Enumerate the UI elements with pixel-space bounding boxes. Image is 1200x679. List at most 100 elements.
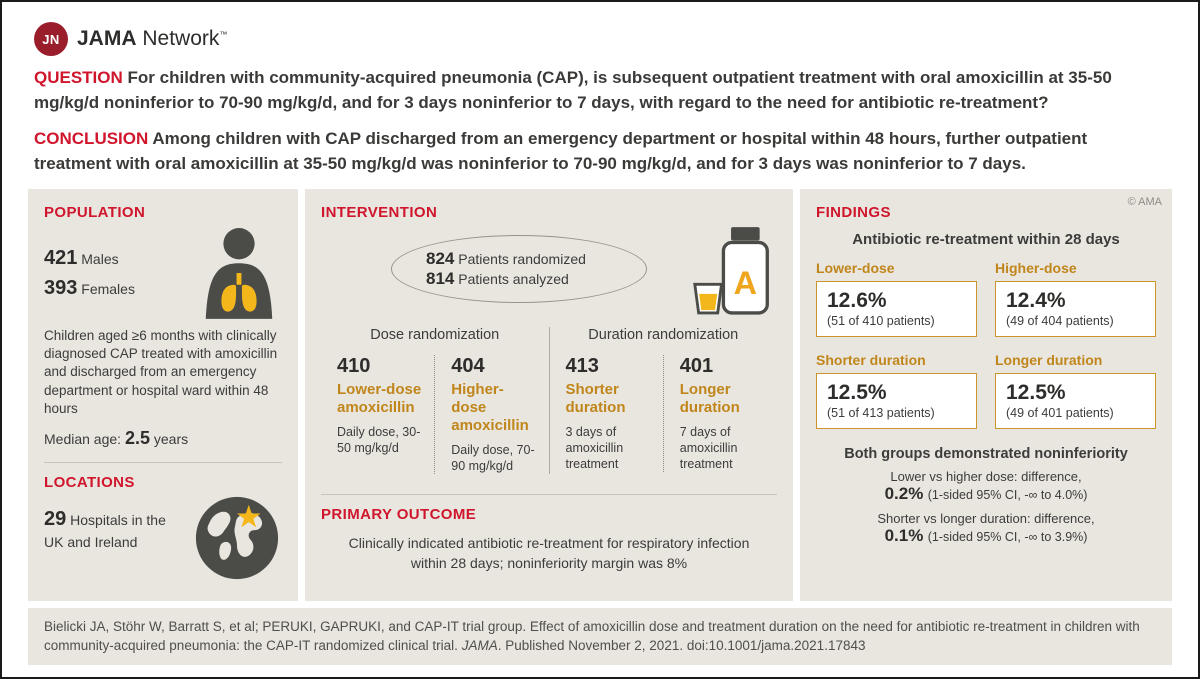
males-count: 421 [44,246,78,269]
arm-count: 404 [451,354,485,377]
randomization-section: Dose randomization 410 Lower-dose amoxic… [321,326,778,475]
arm-detail: Daily dose, 30-50 mg/kg/d [337,424,421,455]
conclusion-text: Among children with CAP discharged from … [34,129,1088,173]
arm-longer-duration: 401 Longer duration 7 days of amoxicilli… [662,354,777,473]
locations-title: LOCATIONS [44,474,135,492]
findings-panel: © AMA FINDINGS Antibiotic re-treatment w… [800,188,1172,601]
arm-detail: 3 days of amoxicillin treatment [565,424,624,472]
median-age-value: 2.5 [124,428,150,449]
arm-name: Longer duration [679,380,740,416]
females-count: 393 [44,276,78,299]
dose-arms: 410 Lower-dose amoxicillin Daily dose, 3… [321,354,549,475]
conclusion-statement: CONCLUSION Among children with CAP disch… [34,127,1166,176]
jn-logo-icon: JN [34,22,68,56]
finding-value: 12.5% [827,380,887,404]
jama-network-logo: JN JAMA Network™ [34,22,1172,56]
median-age-unit: years [153,431,189,448]
arm-detail: Daily dose, 70-90 mg/kg/d [451,442,535,473]
finding-box: 12.5% (49 of 401 patients) [995,372,1156,429]
finding-lower-dose: Lower-dose 12.6% (51 of 410 patients) [816,260,977,337]
citation-text: Bielicki JA, Stöhr W, Barratt S, et al; … [44,618,1140,653]
duration-randomization-group: Duration randomization 413 Shorter durat… [548,326,778,475]
question-text: For children with community-acquired pne… [34,68,1112,112]
findings-grid: Lower-dose 12.6% (51 of 410 patients) Hi… [816,260,1156,429]
finding-detail: (49 of 401 patients) [1006,405,1114,420]
arm-name: Shorter duration [565,380,626,416]
locations-block: 29 Hospitals in the UK and Ireland [44,497,282,583]
population-title: POPULATION [44,203,146,221]
brand-network: Network [142,27,220,50]
arm-count: 401 [679,354,714,377]
arm-count: 410 [337,354,371,377]
question-label: QUESTION [34,68,123,87]
females-count-row: 393 Females [44,277,135,300]
question-statement: QUESTION For children with community-acq… [34,66,1166,115]
finding-shorter-duration: Shorter duration 12.5% (51 of 413 patien… [816,352,977,429]
randomized-label: Patients randomized [458,250,586,267]
duration-arms: 413 Shorter duration 3 days of amoxicill… [550,354,778,473]
panels-row: POPULATION 421 Males 393 Females [28,188,1172,601]
ama-copyright: © AMA [1127,195,1162,208]
hospitals-label: Hospitals in the UK and Ireland [44,512,166,551]
dose-randomization-heading: Dose randomization [370,326,500,343]
primary-outcome-text: Clinically indicated antibiotic re-treat… [348,535,750,572]
duration-difference-stat: Shorter vs longer duration: difference, … [816,511,1156,546]
dose-randomization-group: Dose randomization 410 Lower-dose amoxic… [321,327,549,475]
finding-value: 12.6% [827,288,887,312]
females-label: Females [81,280,135,297]
stat-line: 0.1% (1-sided 95% CI, -∞ to 3.9%) [816,526,1156,546]
finding-longer-duration: Longer duration 12.5% (49 of 401 patient… [995,352,1156,429]
citation-footer: Bielicki JA, Stöhr W, Barratt S, et al; … [28,607,1172,665]
hospitals-count: 29 [44,508,67,531]
findings-title: FINDINGS [816,203,891,221]
finding-label: Shorter duration [816,351,926,368]
population-counts-block: 421 Males 393 Females [44,227,282,319]
arm-lower-dose: 410 Lower-dose amoxicillin Daily dose, 3… [321,355,434,475]
conclusion-label: CONCLUSION [34,129,149,149]
randomized-count: 824 [426,248,455,268]
population-panel: POPULATION 421 Males 393 Females [28,188,298,601]
findings-subtitle: Antibiotic re-treatment within 28 days [852,230,1120,248]
finding-label: Lower-dose [816,259,895,276]
arm-detail: 7 days of amoxicillin treatment [679,424,738,472]
patients-oval: 824 Patients randomized 814 Patients ana… [391,234,647,303]
stat-ci: (1-sided 95% CI, -∞ to 4.0%) [927,487,1088,502]
intervention-panel: INTERVENTION 824 Patients randomized 814… [305,188,793,601]
males-label: Males [81,250,119,267]
males-count-row: 421 Males [44,247,135,270]
finding-detail: (49 of 404 patients) [1006,313,1114,328]
randomized-row: 824 Patients randomized [426,249,586,269]
duration-randomization-heading: Duration randomization [588,326,739,343]
amoxicillin-bottle-icon: A [693,226,769,315]
finding-label: Longer duration [995,351,1103,368]
arm-name: Higher-dose amoxicillin [451,380,529,434]
analyzed-label: Patients analyzed [458,270,569,287]
stat-value: 0.2% [884,483,924,503]
patient-lungs-icon [205,227,273,319]
finding-detail: (51 of 413 patients) [827,405,935,420]
intervention-divider [321,494,777,496]
intervention-top: 824 Patients randomized 814 Patients ana… [321,226,777,317]
locations-text: 29 Hospitals in the UK and Ireland [44,505,172,553]
noninferiority-text: Both groups demonstrated noninferiority [844,445,1128,462]
arm-name: Lower-dose amoxicillin [337,380,422,416]
citation-journal: JAMA [461,637,498,653]
brand-jama: JAMA [77,27,137,50]
stat-ci: (1-sided 95% CI, -∞ to 3.9%) [927,529,1088,544]
globe-icon [195,497,279,580]
finding-detail: (51 of 410 patients) [827,313,935,328]
population-description: Children aged ≥6 months with clinically … [44,327,278,416]
primary-outcome-title: PRIMARY OUTCOME [321,506,477,524]
median-age: Median age: 2.5 years [44,428,282,449]
median-age-label: Median age: [44,431,122,448]
dose-difference-stat: Lower vs higher dose: difference, 0.2% (… [816,469,1156,504]
analyzed-count: 814 [426,268,455,288]
finding-higher-dose: Higher-dose 12.4% (49 of 404 patients) [995,260,1156,337]
arm-count: 413 [565,354,599,377]
finding-label: Higher-dose [995,259,1077,276]
bottle-letter: A [734,264,757,300]
analyzed-row: 814 Patients analyzed [426,269,569,289]
finding-box: 12.4% (49 of 404 patients) [995,280,1156,337]
trademark-symbol: ™ [219,30,228,39]
